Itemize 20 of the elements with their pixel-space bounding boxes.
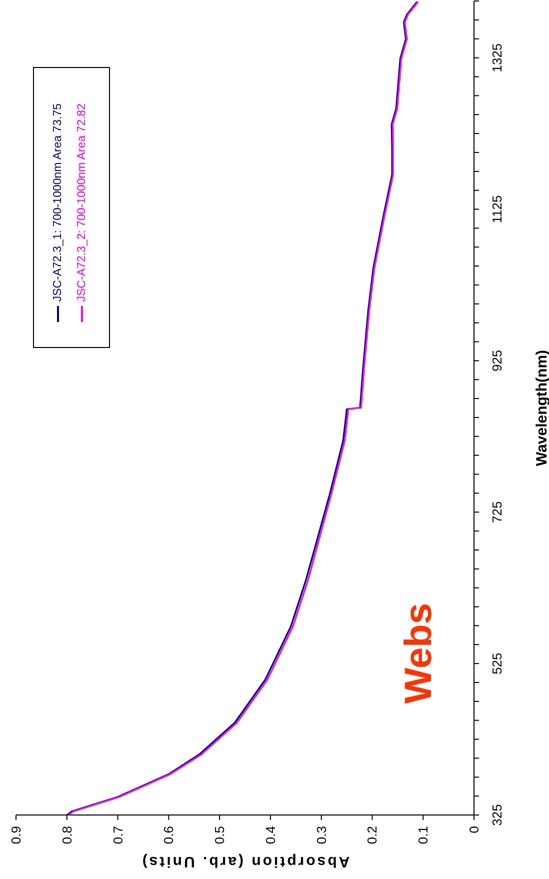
text: JSC-A72.3_2: 700-1000nm Area 72.82 bbox=[76, 103, 88, 302]
x-axis-title: Absorption (arb. Units) bbox=[140, 853, 350, 870]
x-tick-label: 0.5 bbox=[212, 826, 228, 844]
x-tick-label: 0.2 bbox=[364, 826, 380, 844]
x-tick-label: 0.8 bbox=[59, 826, 74, 844]
x-tick-label: 0.7 bbox=[110, 826, 126, 844]
x-tick-label: 0 bbox=[466, 826, 482, 834]
x-tick-label: 0.3 bbox=[314, 826, 329, 844]
x-tick-label: 0.1 bbox=[416, 826, 431, 844]
y-tick-label: 525 bbox=[490, 652, 504, 674]
x-tick-label: 0.6 bbox=[161, 826, 176, 844]
x-tick-label: 0.9 bbox=[8, 826, 24, 844]
y-tick-label: 1325 bbox=[490, 43, 504, 72]
y-tick-label: 725 bbox=[490, 501, 504, 523]
x-tick-label: 0.4 bbox=[262, 826, 278, 844]
y-tick-label: 1125 bbox=[490, 195, 504, 224]
text: JSC-A72.3_1: 700-1000nm Area 73.75 bbox=[52, 103, 64, 302]
y-tick-label: 925 bbox=[490, 350, 504, 372]
y-tick-label: 325 bbox=[490, 804, 504, 826]
annotation: Webs bbox=[398, 603, 440, 704]
